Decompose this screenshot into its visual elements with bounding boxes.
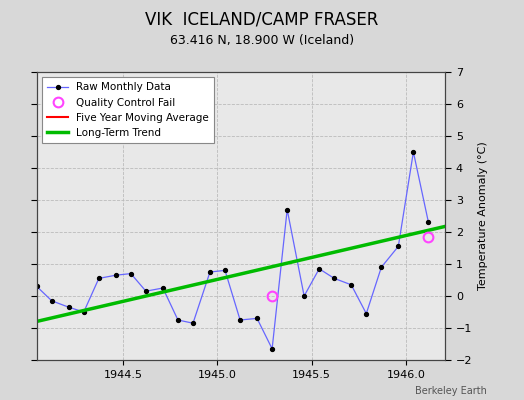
Raw Monthly Data	[378, 265, 385, 270]
Raw Monthly Data	[128, 271, 134, 276]
Raw Monthly Data	[34, 284, 40, 289]
Raw Monthly Data	[49, 298, 55, 303]
Raw Monthly Data	[175, 318, 181, 322]
Raw Monthly Data	[363, 311, 369, 316]
Raw Monthly Data	[254, 316, 260, 321]
Y-axis label: Temperature Anomaly (°C): Temperature Anomaly (°C)	[478, 142, 488, 290]
Line: Raw Monthly Data: Raw Monthly Data	[35, 150, 430, 351]
Raw Monthly Data	[425, 220, 432, 225]
Raw Monthly Data	[348, 282, 354, 287]
Raw Monthly Data	[207, 270, 213, 274]
Raw Monthly Data	[222, 268, 228, 273]
Raw Monthly Data	[81, 310, 87, 314]
Raw Monthly Data	[331, 276, 337, 281]
Raw Monthly Data	[395, 244, 401, 249]
Line: Quality Control Fail: Quality Control Fail	[267, 232, 433, 301]
Quality Control Fail	[425, 234, 432, 239]
Raw Monthly Data	[96, 276, 102, 281]
Raw Monthly Data	[66, 305, 72, 310]
Raw Monthly Data	[410, 150, 417, 154]
Raw Monthly Data	[190, 321, 196, 326]
Raw Monthly Data	[269, 346, 275, 351]
Raw Monthly Data	[284, 207, 290, 212]
Text: Berkeley Earth: Berkeley Earth	[416, 386, 487, 396]
Text: VIK  ICELAND/CAMP FRASER: VIK ICELAND/CAMP FRASER	[145, 10, 379, 28]
Legend: Raw Monthly Data, Quality Control Fail, Five Year Moving Average, Long-Term Tren: Raw Monthly Data, Quality Control Fail, …	[42, 77, 214, 143]
Raw Monthly Data	[113, 273, 119, 278]
Raw Monthly Data	[301, 294, 307, 298]
Raw Monthly Data	[316, 266, 322, 271]
Raw Monthly Data	[143, 289, 149, 294]
Quality Control Fail	[269, 294, 275, 298]
Text: 63.416 N, 18.900 W (Iceland): 63.416 N, 18.900 W (Iceland)	[170, 34, 354, 47]
Raw Monthly Data	[160, 286, 166, 290]
Raw Monthly Data	[237, 318, 243, 322]
